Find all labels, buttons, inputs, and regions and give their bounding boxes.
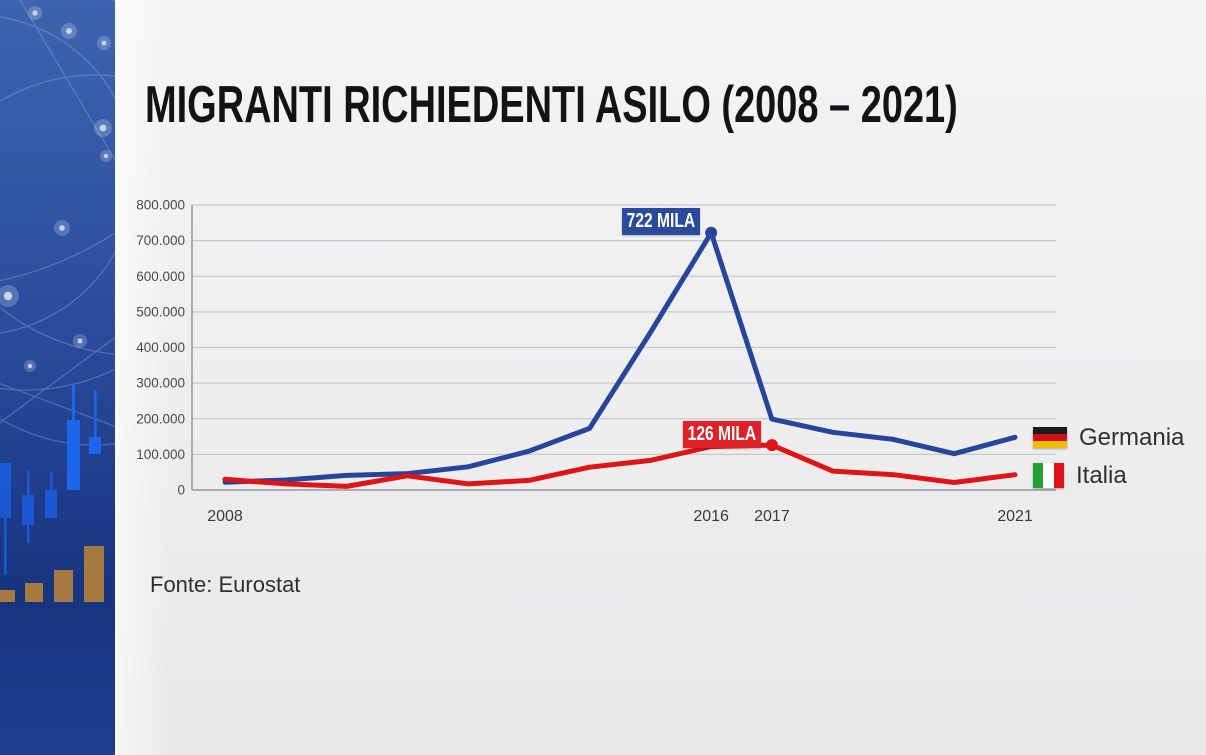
- legend-label-italia: Italia: [1076, 461, 1127, 489]
- y-axis-tick-label: 500.000: [136, 304, 185, 319]
- y-axis-tick-label: 700.000: [136, 233, 185, 248]
- page-title: MIGRANTI RICHIEDENTI ASILO (2008 – 2021): [145, 76, 1206, 134]
- sidebar-edge-glow: [115, 0, 170, 755]
- x-axis-tick-label: 2008: [207, 508, 243, 525]
- data-point-marker-italia: [765, 439, 778, 452]
- legend-item-germania: Germania: [1033, 423, 1185, 451]
- legend-item-italia: Italia: [1033, 461, 1184, 489]
- y-axis-tick-label: 100.000: [136, 447, 185, 462]
- y-axis-tick-label: 0: [177, 483, 185, 498]
- data-point-marker-germania: [705, 226, 718, 239]
- decorative-sidebar: [0, 0, 115, 755]
- germany-flag-icon: [1033, 427, 1067, 448]
- x-axis-tick-label: 2017: [754, 508, 790, 525]
- sidebar-graphic: [0, 0, 115, 755]
- chart-legend: Germania Italia: [1033, 423, 1185, 501]
- network-nodes-graphic: [0, 6, 112, 372]
- legend-label-germania: Germania: [1079, 423, 1185, 451]
- y-axis-tick-label: 800.000: [136, 198, 185, 213]
- y-axis-tick-label: 400.000: [136, 340, 185, 355]
- annotation-germania-peak-text: 722 MILA: [626, 210, 696, 233]
- y-axis-tick-label: 600.000: [136, 269, 185, 284]
- annotation-italia-peak: 126 MILA: [682, 420, 761, 448]
- italy-flag-icon: [1033, 463, 1064, 488]
- y-axis-tick-label: 300.000: [136, 376, 185, 391]
- source-note: Fonte: Eurostat: [150, 572, 301, 597]
- sidebar-background: [0, 0, 115, 755]
- candlestick-graphic: [0, 385, 101, 575]
- page-title-text: MIGRANTI RICHIEDENTI ASILO (2008 – 2021): [145, 76, 958, 134]
- annotation-italia-peak-text: 126 MILA: [687, 422, 757, 445]
- x-axis-tick-label: 2021: [997, 508, 1033, 525]
- series-line-germania: [222, 230, 1018, 485]
- x-axis-tick-label: 2016: [693, 508, 729, 525]
- y-axis-tick-label: 200.000: [136, 411, 185, 426]
- series-line-italia: [222, 442, 1018, 489]
- bar-chart-graphic: [0, 546, 104, 602]
- annotation-germania-peak: 722 MILA: [622, 208, 701, 236]
